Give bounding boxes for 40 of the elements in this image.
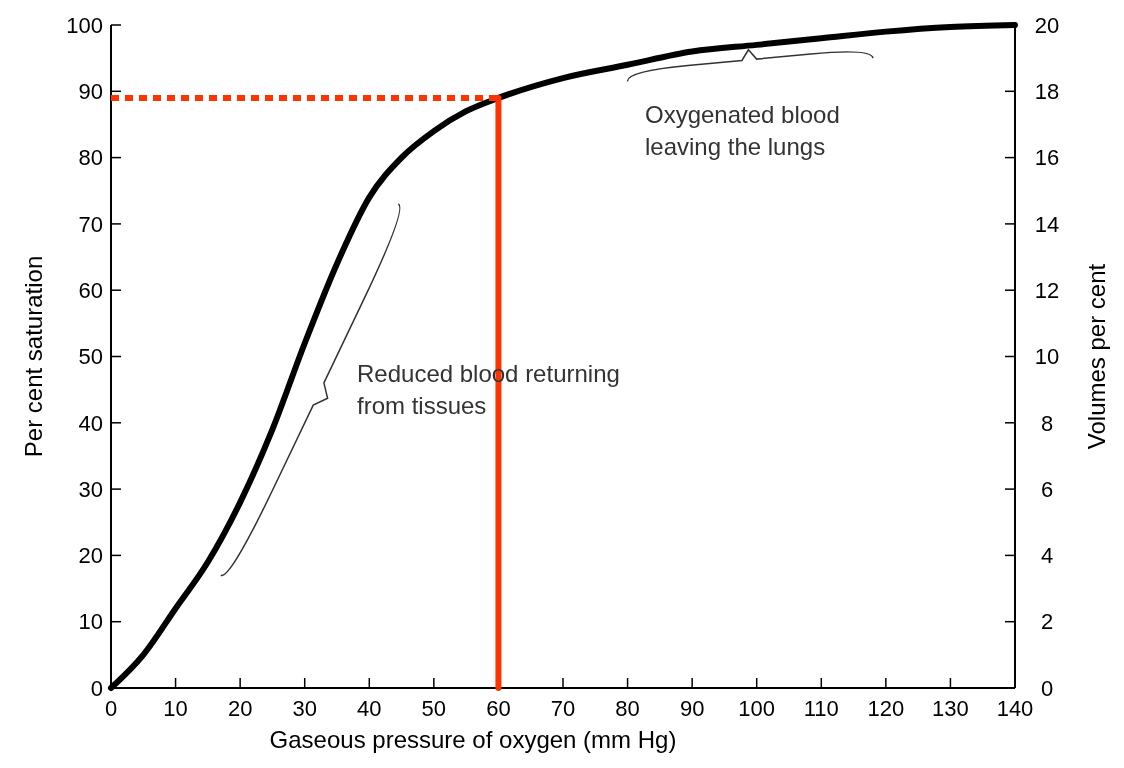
y-tick-label: 10: [78, 609, 103, 635]
x-tick-label: 30: [292, 696, 317, 721]
annotation: Oxygenated blood leaving the lungs: [645, 101, 840, 160]
y2-tick-label: 0: [1040, 675, 1054, 701]
y2-tick-label: 2: [1040, 609, 1054, 635]
x-tick-label: 120: [867, 696, 905, 721]
y-tick-label: 70: [78, 211, 103, 237]
y2-tick-label: 18: [1034, 79, 1060, 104]
y-tick-label: 30: [78, 476, 103, 502]
x-tick-label: 70: [550, 696, 576, 721]
y-tick-label: 100: [66, 12, 103, 38]
y-tick-label: 60: [78, 277, 103, 303]
y-tick-label: 80: [78, 145, 103, 171]
x-tick-label: 10: [163, 696, 188, 721]
y-axis-title: Per cent saturation: [20, 255, 47, 458]
x-tick-label: 60: [486, 696, 511, 721]
y-tick-label: 90: [78, 79, 103, 104]
y2-tick-label: 4: [1040, 543, 1054, 569]
x-tick-label: 110: [803, 696, 839, 721]
y-tick-label: 20: [78, 543, 103, 569]
x-tick-label: 130: [932, 696, 969, 721]
x-tick-label: 140: [996, 696, 1034, 721]
x-tick-label: 40: [357, 696, 382, 721]
x-tick-label: 90: [679, 696, 705, 721]
x-tick-label: 100: [738, 696, 776, 721]
x-axis-title: Gaseous pressure of oxygen (mm Hg): [269, 726, 677, 753]
y2-tick-label: 8: [1040, 410, 1054, 436]
x-tick-label: 20: [227, 696, 253, 721]
y2-tick-label: 12: [1034, 277, 1060, 303]
x-tick-label: 50: [421, 696, 447, 721]
y-tick-label: 50: [78, 344, 103, 370]
y2-axis-title: Volumes per cent: [1083, 263, 1110, 450]
y2-tick-label: 16: [1034, 145, 1060, 171]
y2-tick-label: 10: [1034, 344, 1060, 370]
y2-tick-label: 20: [1034, 12, 1060, 38]
y2-tick-label: 6: [1040, 476, 1054, 502]
x-tick-label: 80: [615, 696, 640, 721]
y-tick-label: 0: [90, 675, 103, 701]
y-tick-label: 40: [78, 410, 103, 436]
y2-tick-label: 14: [1034, 211, 1060, 237]
